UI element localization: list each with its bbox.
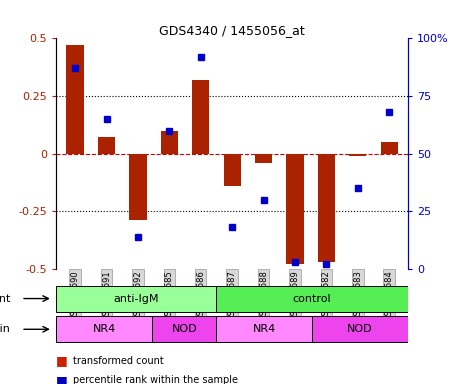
Bar bbox=[129, 154, 147, 220]
FancyBboxPatch shape bbox=[216, 286, 408, 311]
FancyBboxPatch shape bbox=[56, 316, 152, 342]
Bar bbox=[380, 142, 398, 154]
Bar bbox=[192, 80, 209, 154]
Bar bbox=[255, 154, 272, 163]
FancyBboxPatch shape bbox=[312, 316, 408, 342]
Bar bbox=[161, 131, 178, 154]
FancyBboxPatch shape bbox=[56, 286, 216, 311]
Bar bbox=[224, 154, 241, 186]
Bar bbox=[67, 45, 84, 154]
Title: GDS4340 / 1455056_at: GDS4340 / 1455056_at bbox=[159, 24, 305, 37]
Text: agent: agent bbox=[0, 293, 11, 304]
Text: anti-IgM: anti-IgM bbox=[113, 293, 159, 304]
Bar bbox=[98, 137, 115, 154]
Text: NOD: NOD bbox=[347, 324, 373, 334]
Text: percentile rank within the sample: percentile rank within the sample bbox=[73, 375, 238, 384]
Text: NOD: NOD bbox=[171, 324, 197, 334]
Text: NR4: NR4 bbox=[252, 324, 276, 334]
Text: control: control bbox=[293, 293, 332, 304]
Text: ■: ■ bbox=[56, 354, 68, 367]
FancyBboxPatch shape bbox=[216, 316, 312, 342]
Bar bbox=[318, 154, 335, 262]
Bar bbox=[287, 154, 303, 264]
Text: ■: ■ bbox=[56, 374, 68, 384]
Text: strain: strain bbox=[0, 324, 11, 334]
Text: NR4: NR4 bbox=[92, 324, 116, 334]
Bar bbox=[349, 154, 366, 156]
Text: transformed count: transformed count bbox=[73, 356, 163, 366]
FancyBboxPatch shape bbox=[152, 316, 216, 342]
